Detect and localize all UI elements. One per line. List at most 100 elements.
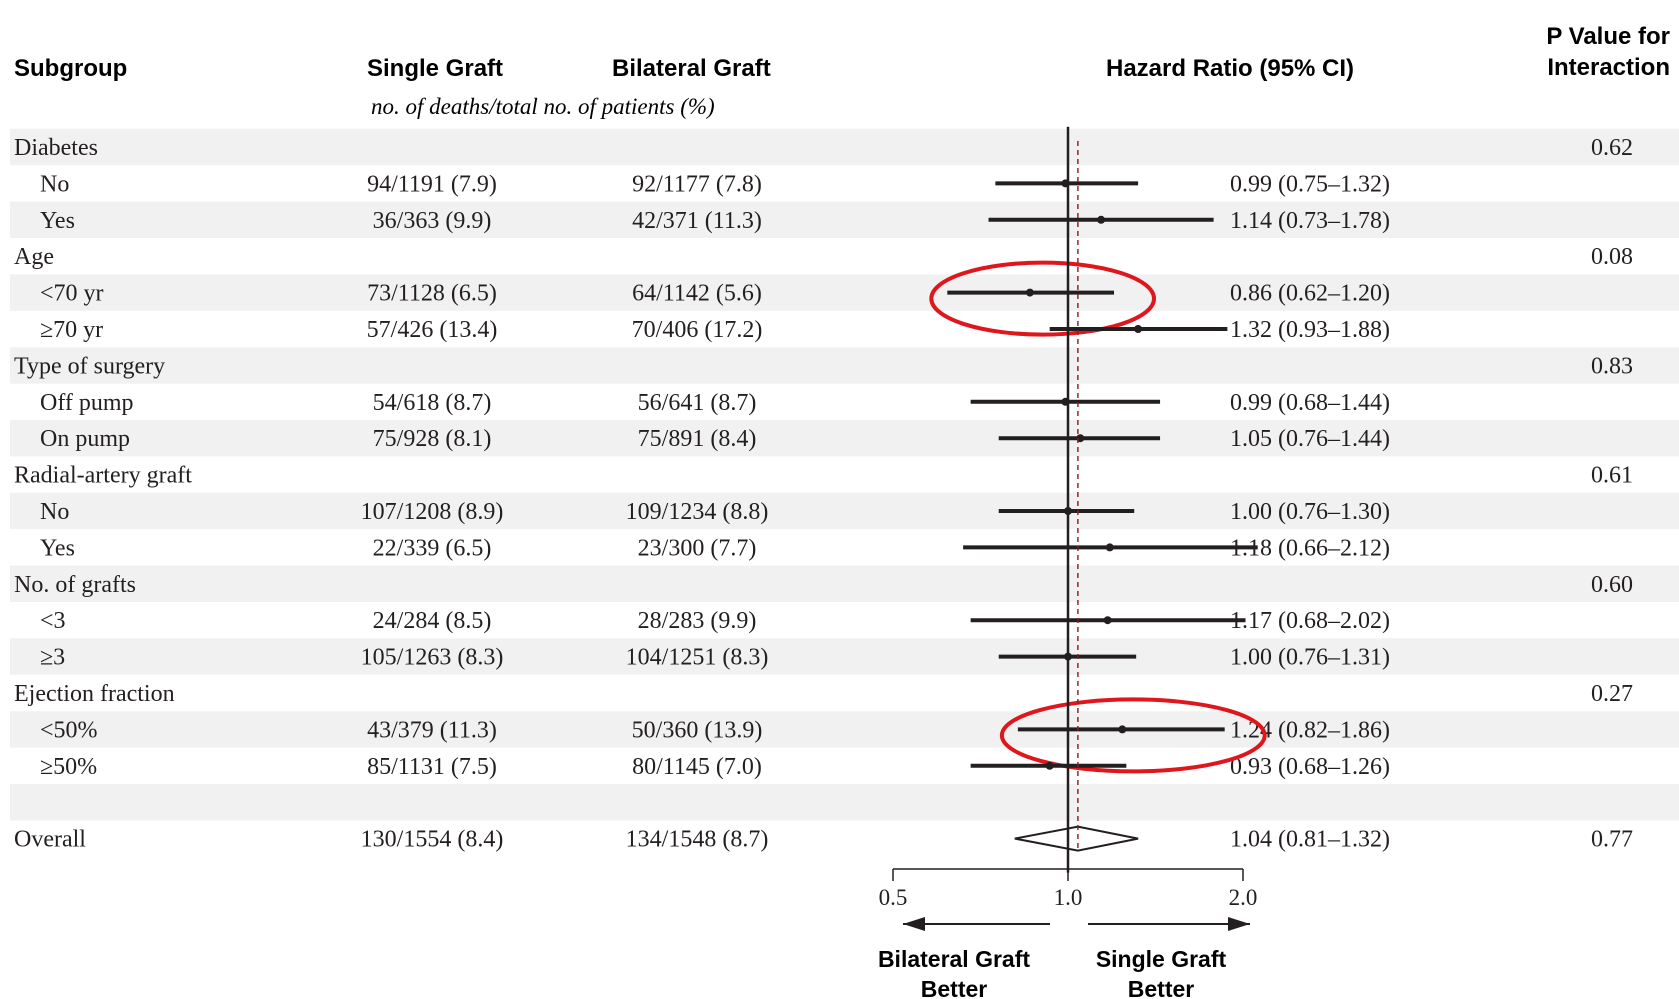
subgroup-label: Radial-artery graft [14, 463, 192, 489]
p-value: 0.61 [1591, 463, 1633, 489]
header-subgroup: Subgroup [14, 55, 127, 82]
left-label-line2: Better [921, 976, 988, 999]
subgroup-label: Type of surgery [14, 353, 165, 379]
table-rows: Diabetes 0.62 No 94/1191 (7.9) 92/1177 (7.8)… [14, 135, 1633, 853]
subgroup-label: Diabetes [14, 135, 98, 161]
p-value: 0.83 [1591, 353, 1633, 379]
p-value: 0.77 [1591, 827, 1633, 853]
left-arrow-head [903, 917, 925, 931]
subgroup-item-label: ≥50% [40, 754, 97, 780]
single-graft-count: 22/339 (6.5) [373, 535, 492, 561]
hazard-ratio-text: 1.32 (0.93–1.88) [1230, 317, 1390, 343]
hazard-ratio-point [1103, 616, 1112, 625]
right-label-line2: Better [1128, 976, 1195, 999]
row-stripe [10, 201, 1679, 238]
subgroup-label: Age [14, 244, 54, 270]
row-stripe [10, 784, 1679, 821]
bilateral-graft-count: 134/1548 (8.7) [626, 827, 769, 853]
subgroup-item-label: On pump [40, 426, 130, 452]
bilateral-graft-count: 50/360 (13.9) [632, 717, 763, 743]
hazard-ratio-point [1134, 325, 1143, 333]
hazard-ratio-point [1045, 761, 1054, 770]
hazard-ratio-text: 0.99 (0.75–1.32) [1230, 171, 1390, 197]
bilateral-graft-count: 75/891 (8.4) [638, 426, 757, 452]
hazard-ratio-text: 1.00 (0.76–1.30) [1230, 499, 1390, 525]
hazard-ratio-text: 0.99 (0.68–1.44) [1230, 390, 1390, 416]
chart-marks [929, 126, 1267, 873]
bilateral-graft-count: 109/1234 (8.8) [626, 499, 769, 525]
single-graft-count: 75/928 (8.1) [373, 426, 492, 452]
p-value: 0.27 [1591, 681, 1633, 707]
bilateral-graft-count: 56/641 (8.7) [638, 390, 757, 416]
header-p-value-line1: P Value for [1546, 23, 1670, 50]
x-tick-label: 1.0 [1054, 885, 1083, 910]
p-value: 0.62 [1591, 135, 1633, 161]
row-stripe [10, 128, 1679, 166]
row-stripe [10, 492, 1679, 530]
p-value: 0.60 [1591, 572, 1633, 598]
hazard-ratio-text: 1.04 (0.81–1.32) [1230, 827, 1390, 853]
hazard-ratio-text: 1.00 (0.76–1.31) [1230, 645, 1390, 671]
header-counts-subheader: no. of deaths/total no. of patients (%) [371, 94, 715, 119]
bilateral-graft-count: 64/1142 (5.6) [632, 281, 762, 307]
hazard-ratio-point [1097, 215, 1106, 224]
single-graft-count: 73/1128 (6.5) [367, 281, 497, 307]
highlight-ring [999, 697, 1267, 774]
left-label-line1: Bilateral Graft [878, 946, 1030, 972]
hazard-ratio-point [1105, 543, 1114, 552]
x-tick-label: 2.0 [1229, 885, 1258, 910]
single-graft-count: 24/284 (8.5) [373, 608, 492, 634]
single-graft-count: 85/1131 (7.5) [367, 754, 497, 780]
single-graft-count: 54/618 (8.7) [373, 390, 492, 416]
single-graft-count: 130/1554 (8.4) [361, 827, 504, 853]
subgroup-item-label: Yes [40, 208, 75, 234]
single-graft-count: 36/363 (9.9) [373, 208, 492, 234]
row-stripe [10, 711, 1679, 748]
row-stripes [10, 128, 1679, 821]
subgroup-item-label: No [40, 499, 69, 525]
single-graft-count: 57/426 (13.4) [367, 317, 498, 343]
hazard-ratio-text: 1.05 (0.76–1.44) [1230, 426, 1390, 452]
row-stripe [10, 420, 1679, 457]
overall-label: Overall [14, 827, 86, 853]
hazard-ratio-point [1118, 725, 1127, 734]
bilateral-graft-count: 23/300 (7.7) [638, 535, 757, 561]
hazard-ratio-text: 0.86 (0.62–1.20) [1230, 281, 1390, 307]
header-hazard-ratio: Hazard Ratio (95% CI) [1106, 55, 1354, 82]
subgroup-item-label: ≥70 yr [40, 317, 103, 343]
single-graft-count: 94/1191 (7.9) [367, 171, 497, 197]
single-graft-count: 43/379 (11.3) [367, 717, 497, 743]
bilateral-graft-count: 104/1251 (8.3) [626, 645, 769, 671]
x-axis: 0.5 1.0 2.0 [879, 868, 1258, 931]
header-bilateral-graft: Bilateral Graft [612, 55, 771, 82]
hazard-ratio-text: 0.93 (0.68–1.26) [1230, 754, 1390, 780]
right-arrow-head [1228, 917, 1250, 931]
subgroup-item-label: <70 yr [40, 281, 104, 307]
bilateral-graft-count: 70/406 (17.2) [632, 317, 763, 343]
right-label-line1: Single Graft [1096, 946, 1227, 972]
subgroup-item-label: Yes [40, 535, 75, 561]
subgroup-label: No. of grafts [14, 572, 136, 598]
row-stripe [10, 347, 1679, 384]
subgroup-item-label: <50% [40, 717, 98, 743]
bilateral-graft-count: 28/283 (9.9) [638, 608, 757, 634]
single-graft-count: 107/1208 (8.9) [361, 499, 504, 525]
p-value: 0.08 [1591, 244, 1633, 270]
subgroup-item-label: ≥3 [40, 645, 65, 671]
bilateral-graft-count: 92/1177 (7.8) [632, 171, 762, 197]
hazard-ratio-point [1025, 288, 1034, 297]
subgroup-label: Ejection fraction [14, 681, 175, 707]
hazard-ratio-text: 1.14 (0.73–1.78) [1230, 208, 1390, 234]
subgroup-item-label: <3 [40, 608, 66, 634]
row-stripe [10, 638, 1679, 675]
header-single-graft: Single Graft [367, 55, 503, 82]
x-tick-label: 0.5 [879, 885, 908, 910]
bilateral-graft-count: 42/371 (11.3) [632, 208, 762, 234]
highlight-ring [929, 260, 1157, 337]
subgroup-item-label: No [40, 171, 69, 197]
row-stripe [10, 565, 1679, 602]
hazard-ratio-text: 1.17 (0.68–2.02) [1230, 608, 1390, 634]
overall-diamond [1014, 825, 1139, 852]
